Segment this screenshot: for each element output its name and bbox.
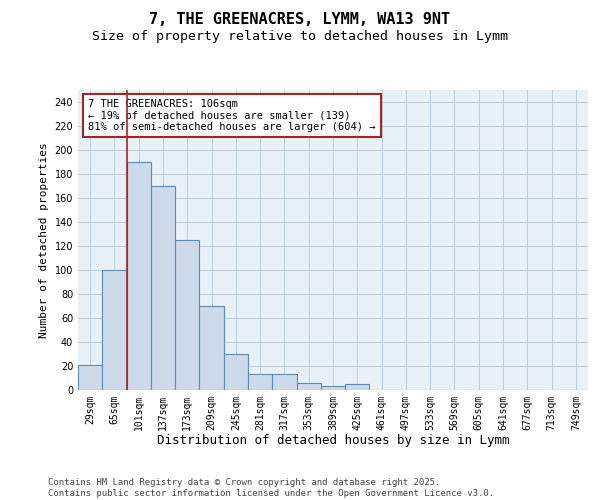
Y-axis label: Number of detached properties: Number of detached properties [39,142,49,338]
Text: Contains HM Land Registry data © Crown copyright and database right 2025.
Contai: Contains HM Land Registry data © Crown c… [48,478,494,498]
Bar [224,354,248,390]
Bar [78,365,102,390]
Bar [321,386,345,390]
Text: Size of property relative to detached houses in Lymm: Size of property relative to detached ho… [92,30,508,43]
Bar [199,306,224,390]
Bar [127,162,151,390]
Text: 7, THE GREENACRES, LYMM, WA13 9NT: 7, THE GREENACRES, LYMM, WA13 9NT [149,12,451,28]
Bar [296,383,321,390]
Bar [102,270,127,390]
Bar [151,186,175,390]
Bar [345,384,370,390]
Bar [248,374,272,390]
Bar [175,240,199,390]
X-axis label: Distribution of detached houses by size in Lymm: Distribution of detached houses by size … [157,434,509,448]
Text: 7 THE GREENACRES: 106sqm
← 19% of detached houses are smaller (139)
81% of semi-: 7 THE GREENACRES: 106sqm ← 19% of detach… [88,99,376,132]
Bar [272,374,296,390]
